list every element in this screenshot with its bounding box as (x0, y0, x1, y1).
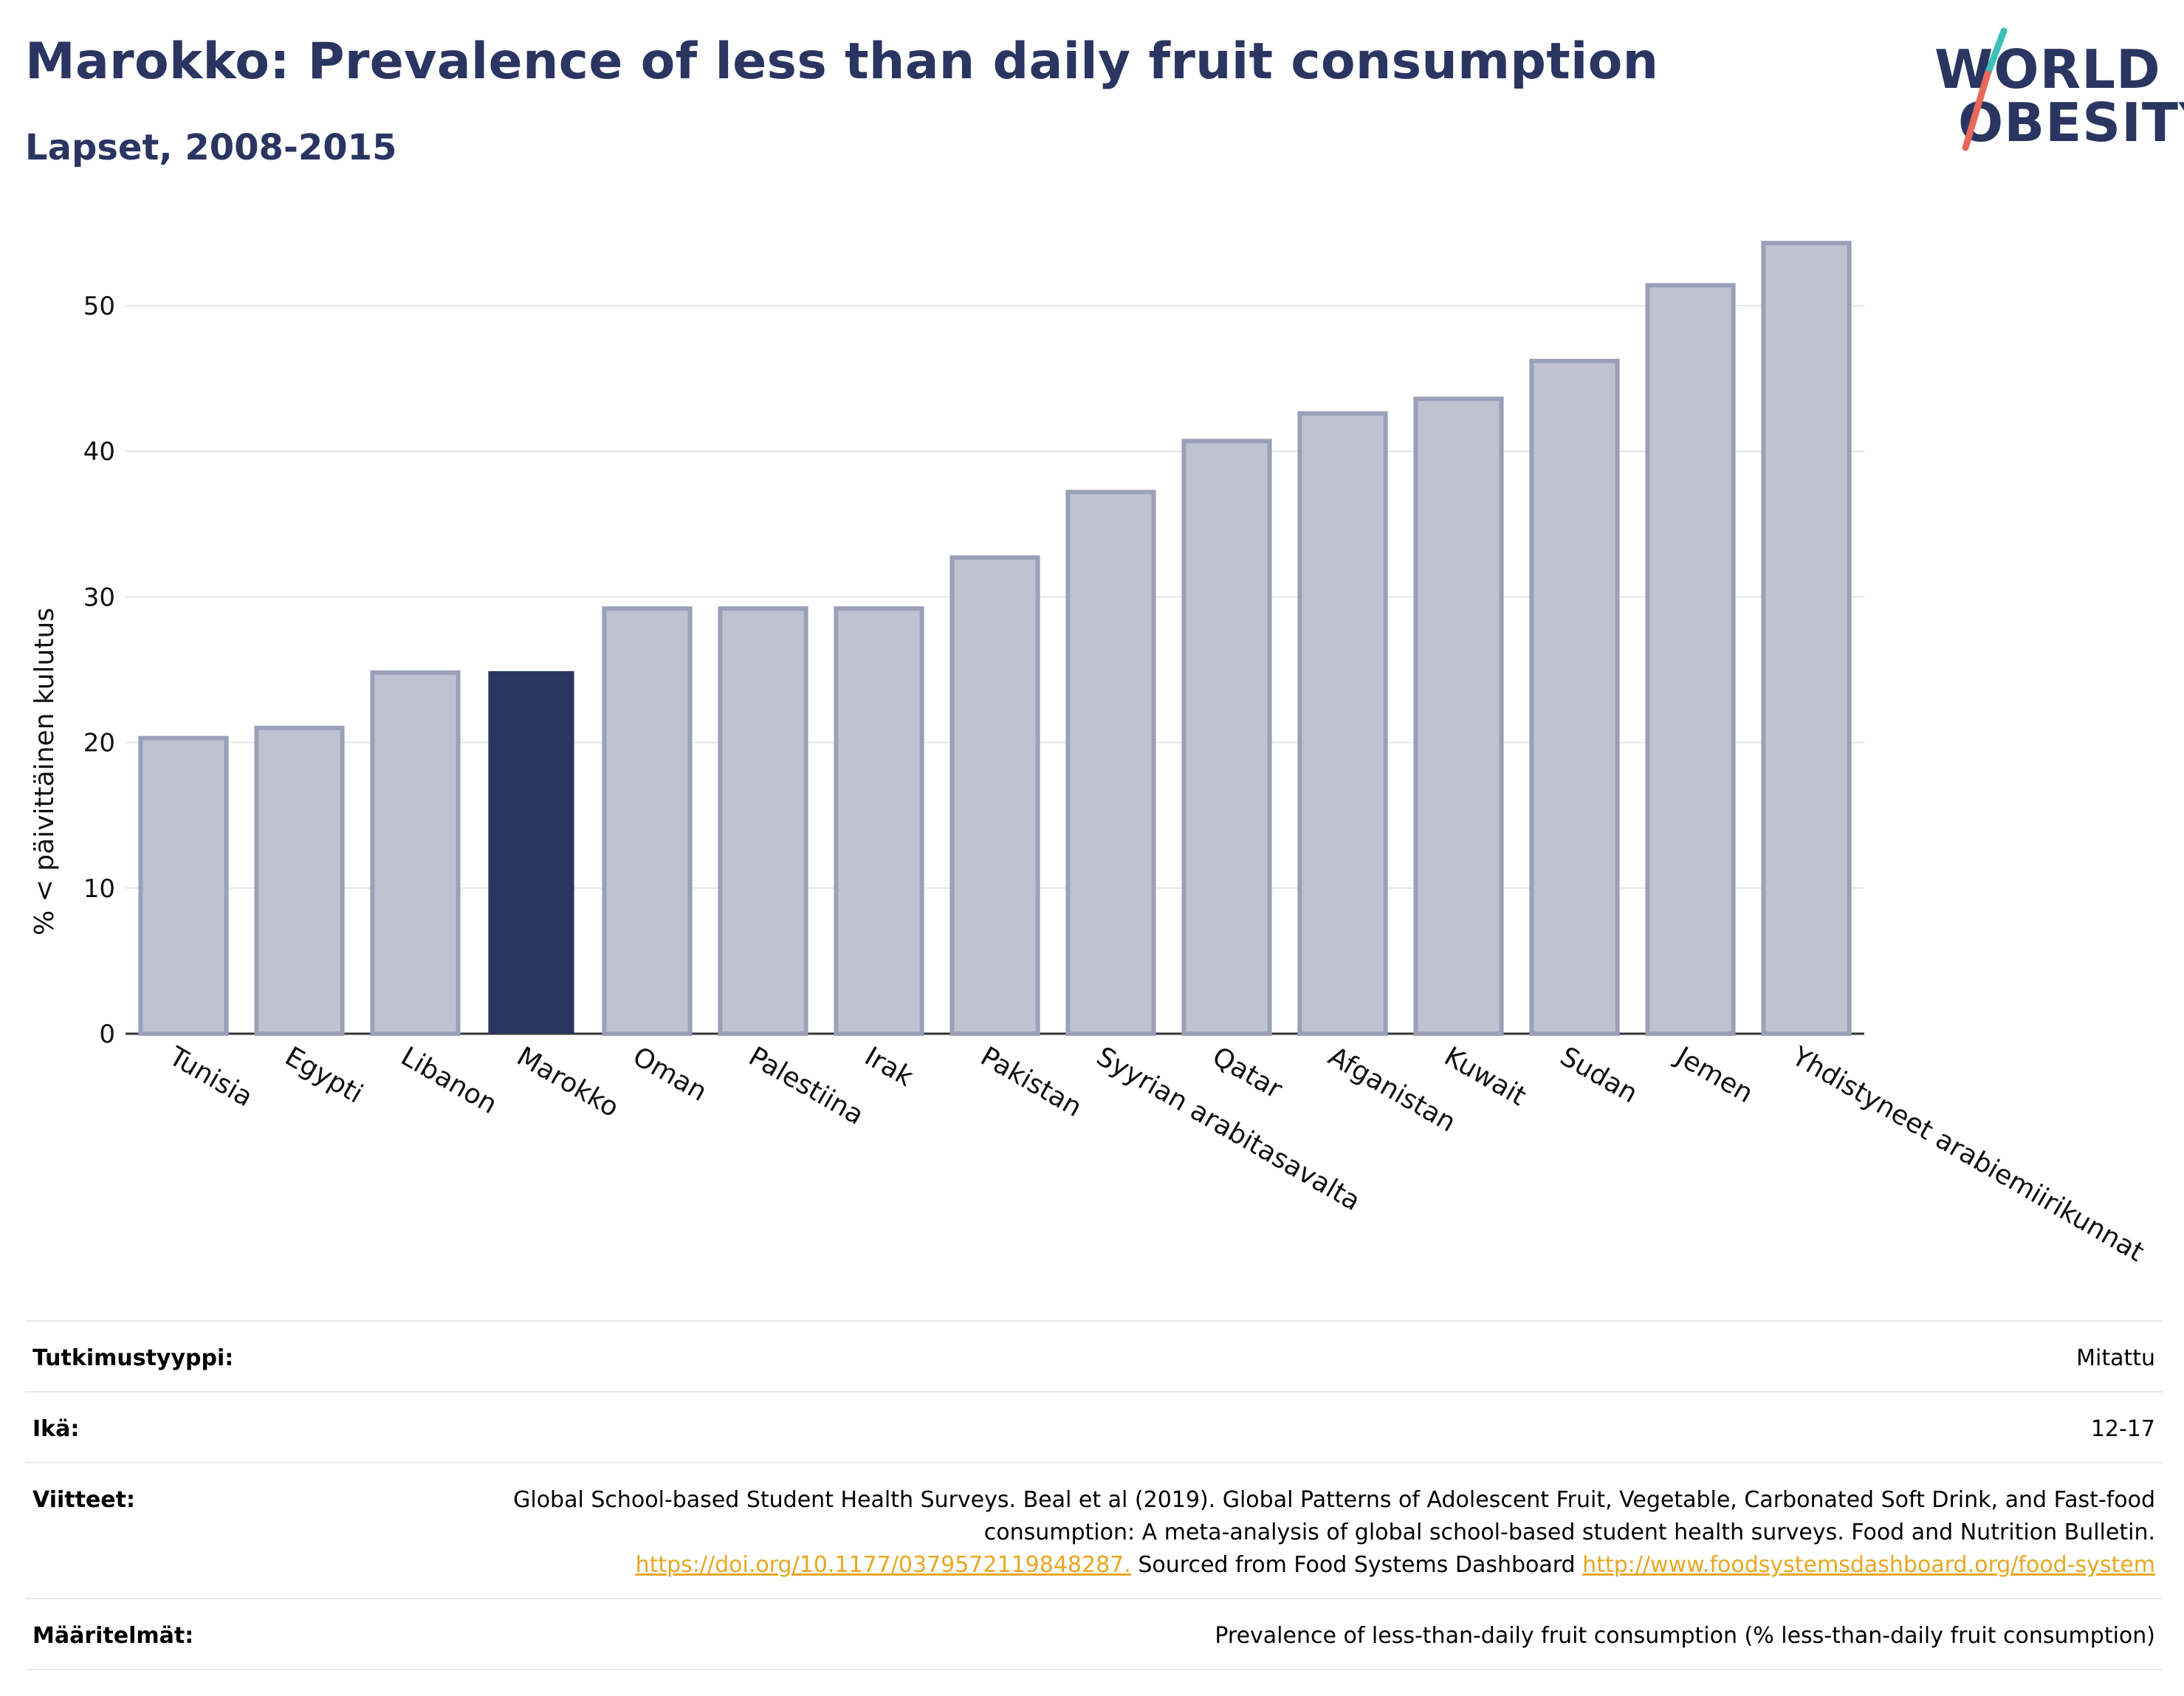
doi-link[interactable]: https://doi.org/10.1177/0379572119848287… (635, 1552, 1131, 1578)
meta-row-definitions: Määritelmät: Prevalence of less-than-dai… (25, 1598, 2163, 1670)
references-source-text: Sourced from Food Systems Dashboard (1138, 1552, 1576, 1578)
x-tick-label: Jemen (1669, 1040, 1758, 1109)
bar-marokko (488, 670, 574, 1034)
y-tick-label: 0 (99, 1020, 115, 1049)
bar-libanon (370, 670, 461, 1036)
y-axis-ticks: 0 10 20 30 40 50 (83, 292, 115, 1049)
bar-sudan (1529, 358, 1620, 1037)
y-tick-label: 20 (83, 729, 115, 758)
x-tick-label: Irak (859, 1041, 918, 1093)
world-obesity-logo: WORLD OBESITY (1920, 22, 2184, 162)
bar-yhdistyneet-arabiemiirikunnat (1761, 241, 1852, 1037)
y-tick-label: 40 (83, 437, 115, 467)
definitions-label: Määritelmät: (32, 1623, 194, 1649)
y-tick-label: 50 (83, 292, 115, 321)
x-axis-ticks: Tunisia Egypti Libanon Marokko Oman Palestiin… (163, 1040, 2149, 1268)
logo-line2: OBESITY (1958, 92, 2184, 154)
x-tick-label: Tunisia (163, 1041, 258, 1113)
x-tick-label: Sudan (1555, 1041, 1643, 1109)
references-label: Viitteet: (32, 1487, 135, 1513)
study-type-label: Tutkimustyyppi: (32, 1345, 234, 1371)
logo-line1: WORLD (1934, 38, 2161, 100)
meta-row-study-type: Tutkimustyyppi: Mitattu (25, 1320, 2163, 1391)
bar-oman (602, 606, 693, 1036)
bar-tunisia (138, 735, 229, 1037)
chart-title: Marokko: Prevalence of less than daily f… (25, 32, 1659, 91)
bar-qatar (1181, 439, 1272, 1036)
bar-irak (834, 606, 924, 1036)
bar-kuwait (1413, 396, 1504, 1036)
x-tick-label: Oman (628, 1041, 712, 1108)
food-systems-link[interactable]: http://www.foodsystemsdashboard.org/food… (1582, 1552, 2155, 1578)
x-tick-label: Yhdistyneet arabiemiirikunnat (1786, 1041, 2149, 1268)
x-tick-label: Egypti (280, 1041, 368, 1109)
logo-slash-icon (1962, 27, 2008, 151)
bar-jemen (1645, 283, 1736, 1036)
references-value: Global School-based Student Health Surve… (383, 1484, 2155, 1582)
x-tick-label: Pakistan (975, 1041, 1087, 1123)
age-label: Ikä: (32, 1416, 80, 1442)
definitions-value: Prevalence of less-than-daily fruit cons… (1215, 1623, 2155, 1649)
chart-subtitle: Lapset, 2008-2015 (25, 127, 397, 168)
meta-row-references: Viitteet: Global School-based Student He… (25, 1462, 2163, 1598)
bar-chart: 0 10 20 30 40 50 Tunisia Egypti Libanon Marokko O… (30, 241, 2149, 1268)
y-tick-label: 10 (83, 874, 115, 904)
x-tick-label: Marokko (512, 1041, 624, 1123)
meta-row-age: Ikä: 12-17 (25, 1391, 2163, 1462)
x-tick-label: Afganistan (1323, 1041, 1460, 1138)
bar-afganistan (1297, 411, 1388, 1036)
y-axis-label: % < päivittäinen kulutus (30, 608, 60, 935)
x-tick-label: Kuwait (1439, 1041, 1531, 1112)
y-tick-label: 30 (83, 583, 115, 612)
metadata-table: Tutkimustyyppi: Mitattu Ikä: 12-17 Viitt… (25, 1320, 2163, 1670)
x-tick-label: Qatar (1207, 1041, 1287, 1105)
bar-pakistan (950, 555, 1040, 1036)
x-tick-label: Palestiina (744, 1041, 869, 1131)
bar-egypti (254, 725, 345, 1036)
bars (138, 241, 1852, 1037)
study-type-value: Mitattu (2076, 1345, 2155, 1371)
age-value: 12-17 (2090, 1416, 2155, 1442)
bar-palestiina (718, 606, 808, 1036)
references-text: Global School-based Student Health Surve… (513, 1487, 2155, 1545)
x-tick-label: Libanon (396, 1041, 502, 1120)
bar-syyrian-arabitasavalta (1065, 490, 1156, 1036)
